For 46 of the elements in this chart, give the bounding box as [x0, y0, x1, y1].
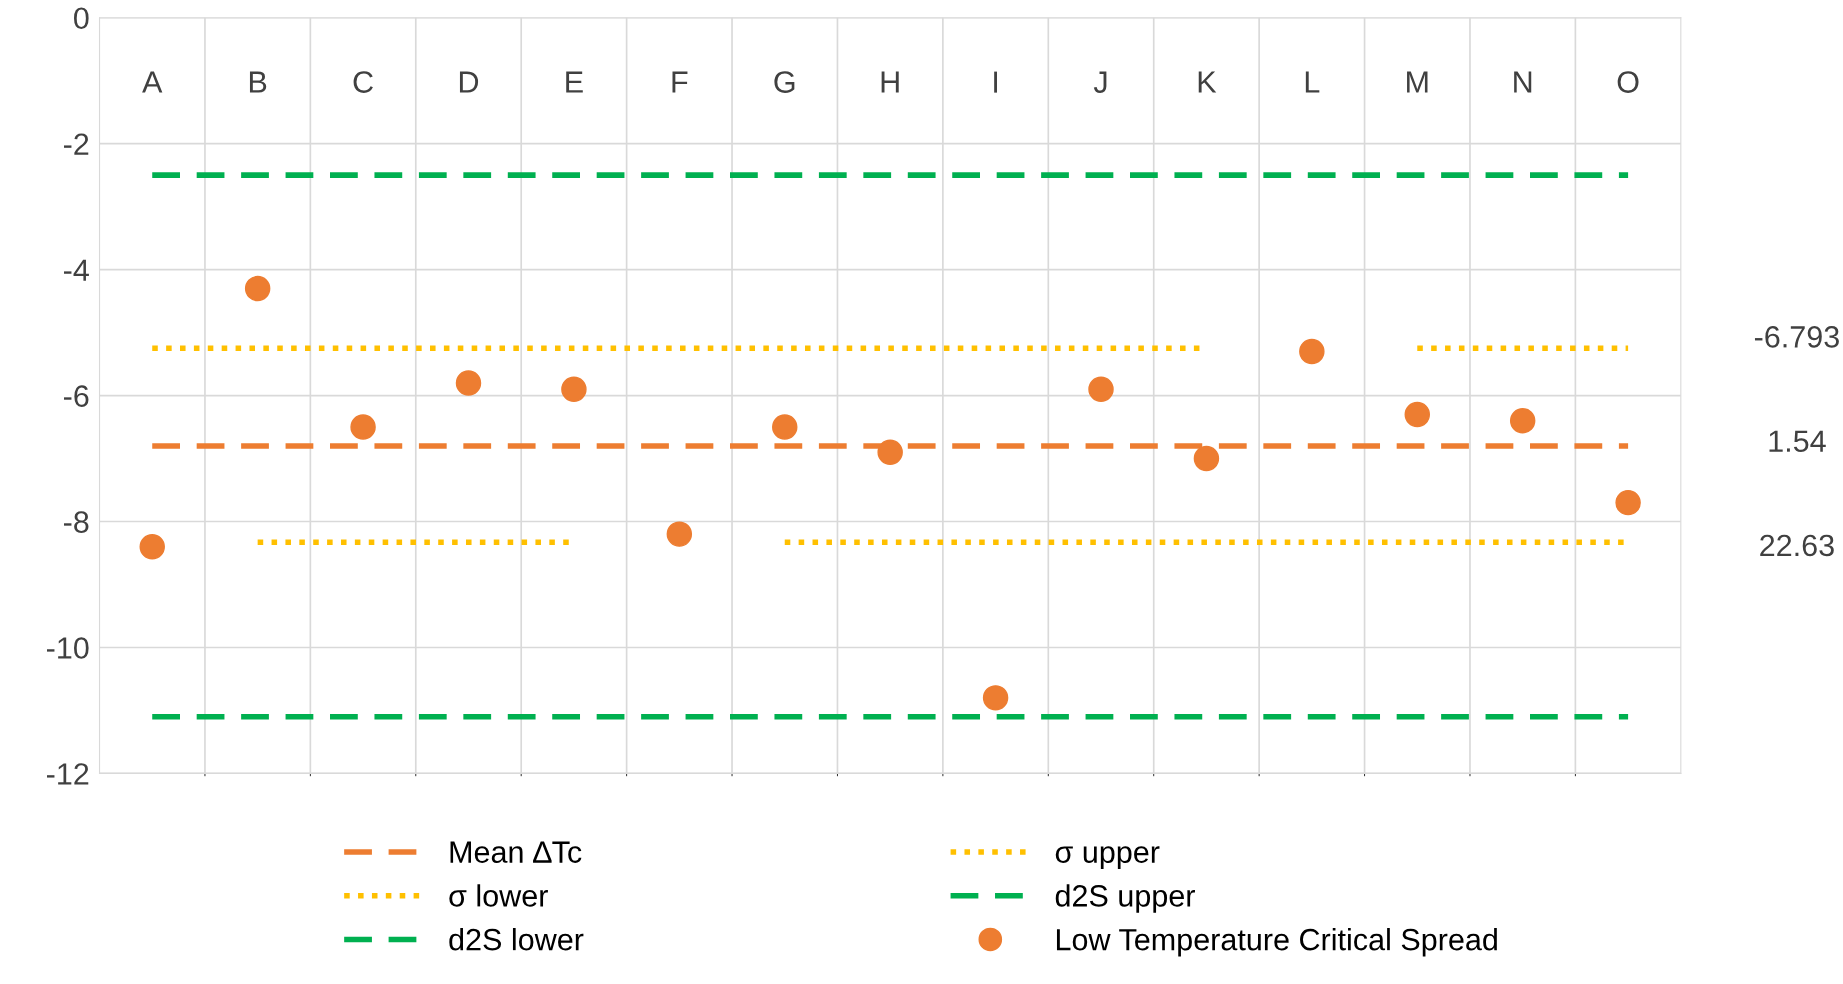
x-tick-label: L — [1305, 71, 1320, 93]
text: -6.793 — [1754, 326, 1839, 348]
x-tick-label: K — [1198, 71, 1217, 93]
x-tick-label: A — [142, 71, 163, 93]
x-tick-label: N — [1514, 71, 1532, 93]
point — [982, 685, 1009, 711]
point — [1193, 445, 1220, 472]
point — [1509, 408, 1536, 434]
y-tick-label: -4 — [63, 259, 89, 281]
point — [1088, 376, 1114, 402]
point — [561, 376, 587, 402]
legend-label: σ upper — [1055, 846, 1160, 869]
y-tick-label: -8 — [63, 511, 89, 533]
x-tick-label: I — [994, 71, 998, 93]
y-tick-label: 0 — [74, 7, 89, 30]
y-tick-label: -10 — [47, 637, 89, 659]
y-tick-label: -6 — [63, 385, 89, 407]
point — [244, 275, 271, 302]
text: 22.63 — [1760, 534, 1834, 557]
x-tick-label: O — [1617, 71, 1639, 93]
legend-label: d2S upper — [1055, 884, 1195, 913]
x-tick-label: F — [672, 71, 688, 93]
x-tick-label: B — [249, 71, 267, 93]
point — [455, 370, 482, 396]
x-tick-label: H — [881, 71, 899, 93]
y-tick-label: -12 — [47, 763, 89, 785]
point — [1615, 489, 1641, 516]
legend-label: d2S lower — [449, 928, 584, 951]
point — [1404, 401, 1430, 428]
x-tick-label: G — [774, 71, 795, 93]
point — [350, 414, 376, 440]
point — [772, 414, 798, 440]
legend-label: Mean ∆Tc — [450, 841, 582, 863]
point — [877, 439, 903, 465]
point — [139, 533, 165, 560]
point — [666, 521, 693, 547]
x-tick-label: D — [459, 71, 479, 93]
x-tick-label: C — [353, 71, 373, 93]
x-tick-label: E — [566, 71, 583, 93]
text: 1.54 — [1769, 430, 1826, 452]
legend-label: σ lower — [449, 884, 548, 907]
legend-label: Low Temperature Critical Spread — [1056, 928, 1497, 957]
x-tick-label: M — [1407, 71, 1428, 93]
point — [1299, 338, 1325, 365]
y-tick-label: -2 — [63, 133, 89, 155]
x-tick-label: J — [1093, 71, 1107, 93]
